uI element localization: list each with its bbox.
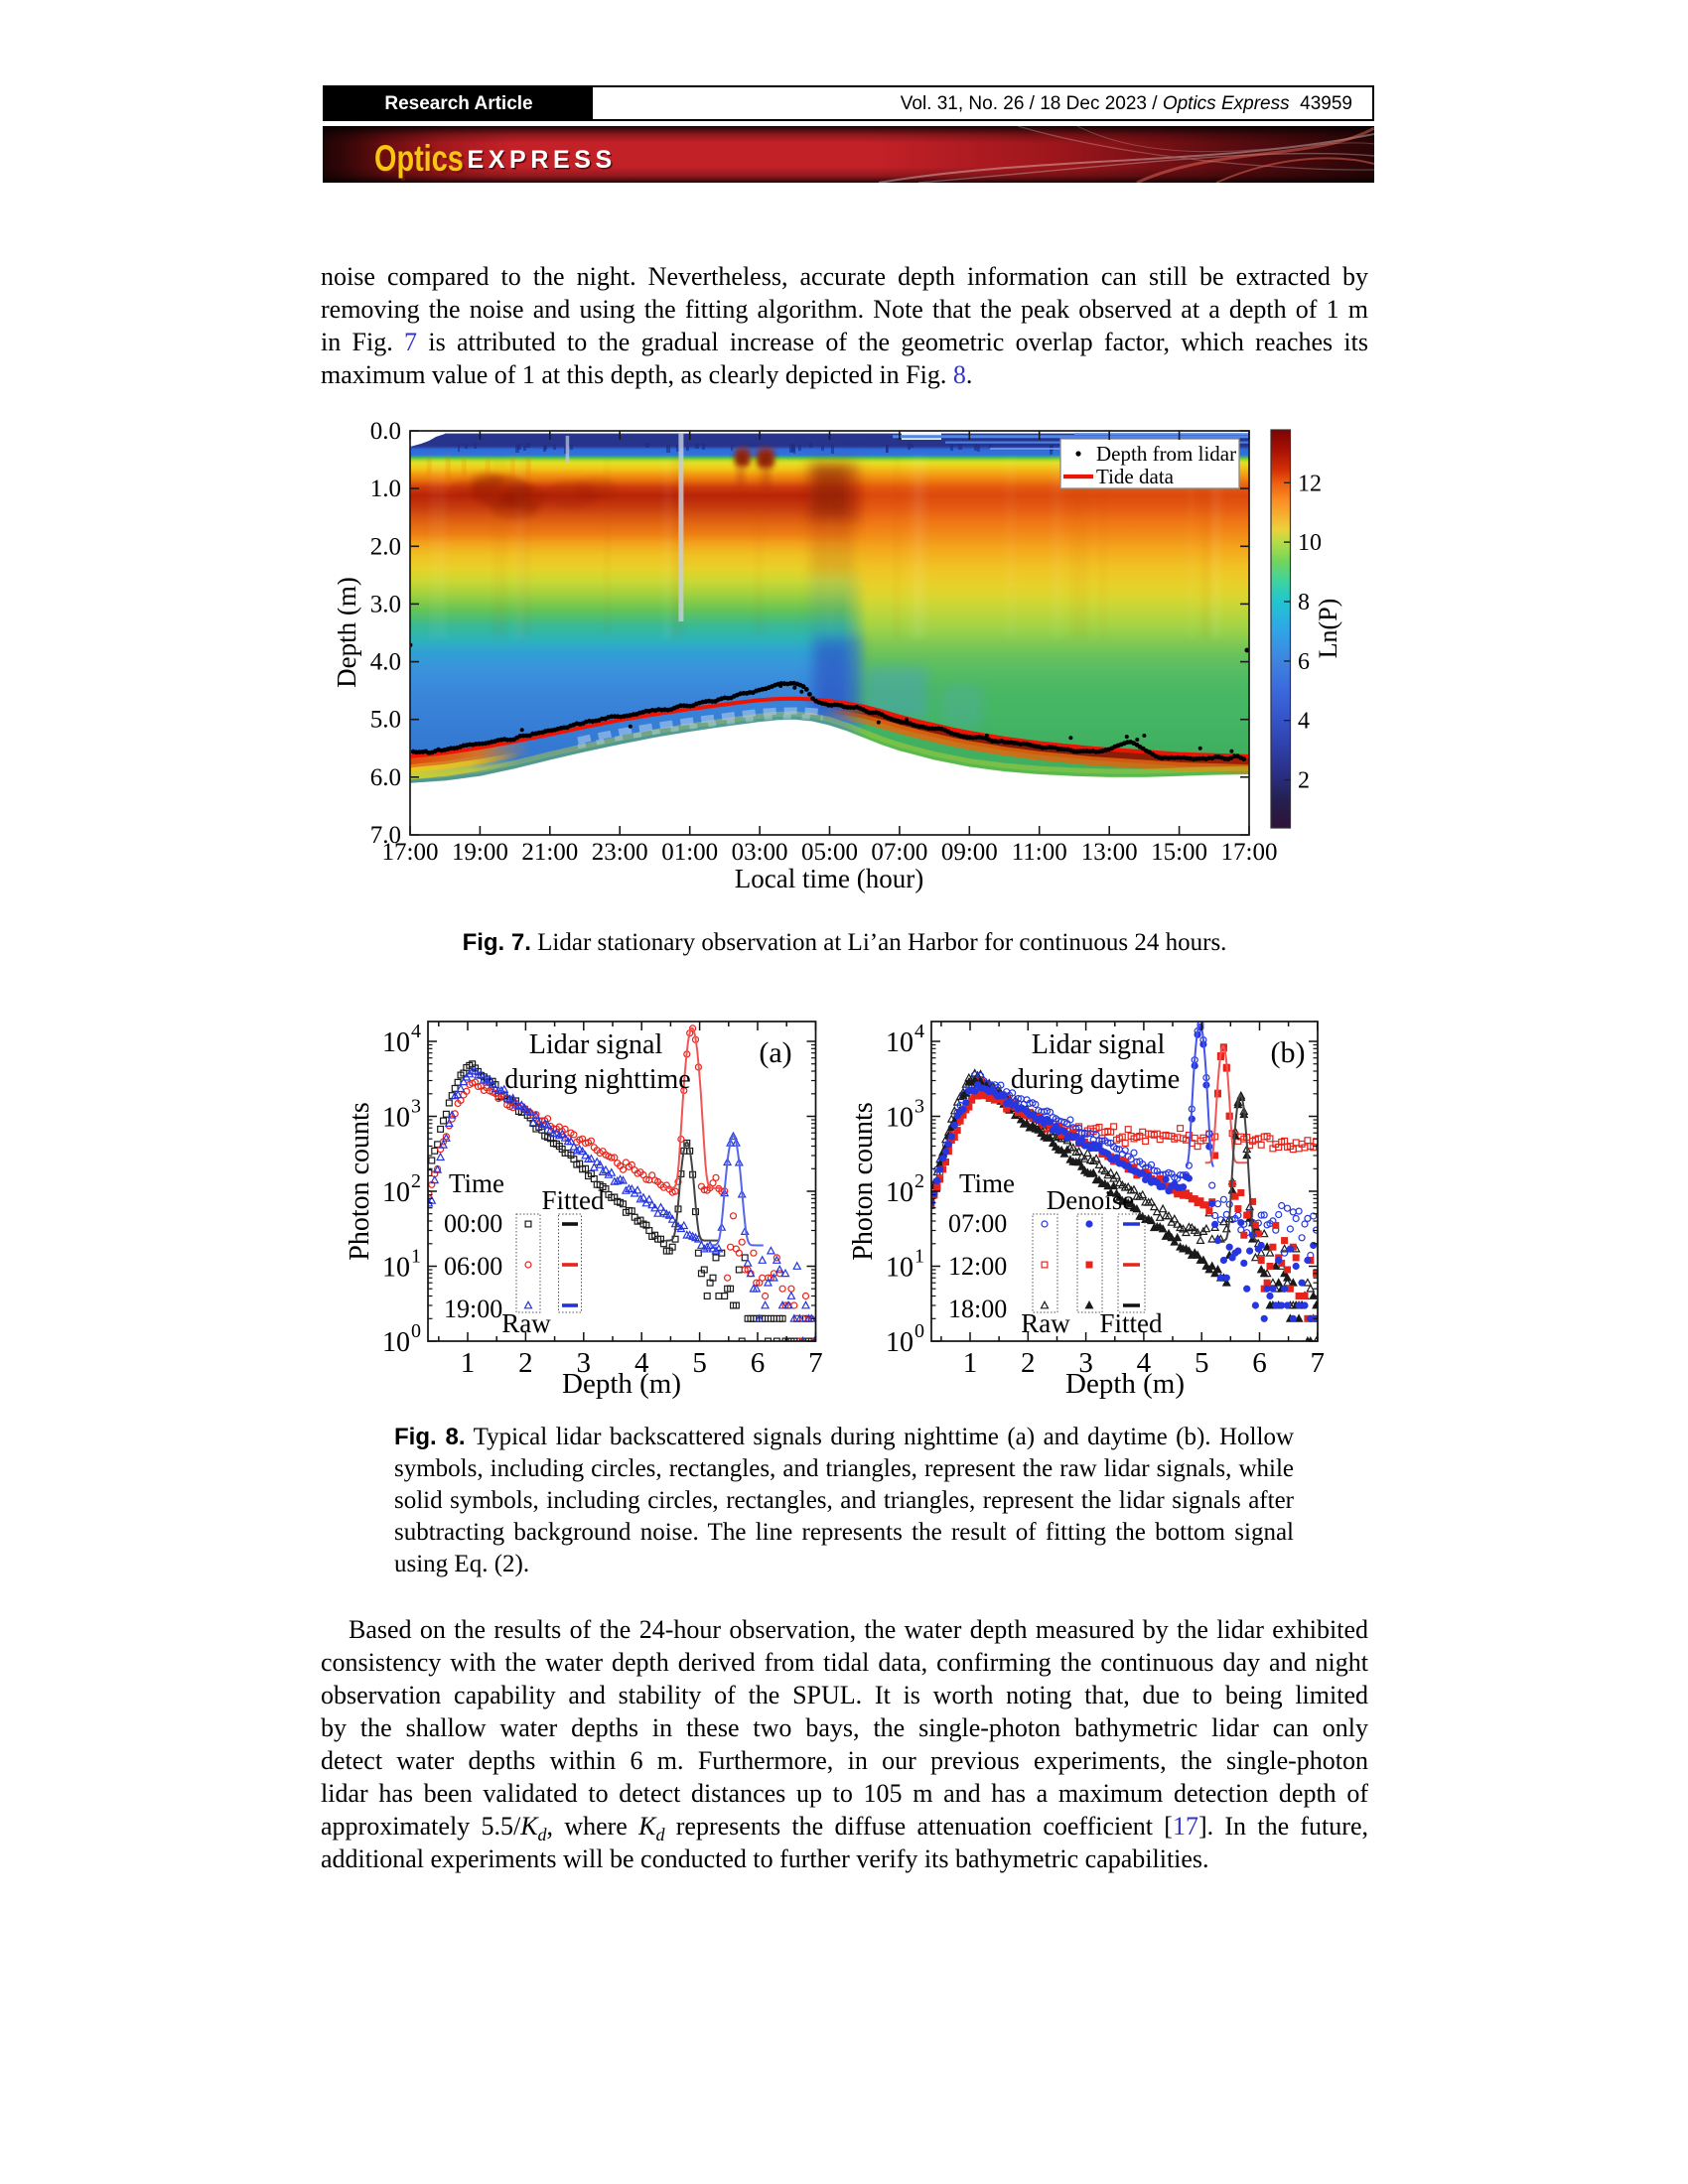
svg-text:4.0: 4.0 — [370, 649, 401, 676]
svg-text:10: 10 — [382, 1253, 410, 1284]
svg-text:17:00: 17:00 — [1221, 839, 1278, 866]
svg-text:13:00: 13:00 — [1081, 839, 1138, 866]
svg-text:05:00: 05:00 — [801, 839, 858, 866]
svg-text:4: 4 — [1137, 1347, 1152, 1379]
svg-text:19:00: 19:00 — [452, 839, 508, 866]
svg-text:2.0: 2.0 — [370, 533, 401, 560]
svg-text:Depth (m): Depth (m) — [562, 1368, 681, 1400]
svg-text:Depth (m): Depth (m) — [1065, 1368, 1185, 1400]
svg-text:2: 2 — [518, 1347, 533, 1379]
svg-text:3: 3 — [577, 1347, 592, 1379]
svg-text:5.0: 5.0 — [370, 707, 401, 734]
svg-text:EXPRESS: EXPRESS — [469, 148, 618, 176]
svg-text:during daytime: during daytime — [1011, 1064, 1180, 1095]
svg-text:EXPRESS: EXPRESS — [468, 146, 617, 174]
svg-text:17:00: 17:00 — [382, 839, 439, 866]
svg-text:03:00: 03:00 — [732, 839, 788, 866]
svg-text:3: 3 — [411, 1096, 421, 1118]
svg-text:5: 5 — [692, 1347, 707, 1379]
svg-text:5: 5 — [1195, 1347, 1209, 1379]
svg-text:Photon counts: Photon counts — [848, 1102, 879, 1260]
svg-text:Photon counts: Photon counts — [345, 1102, 375, 1260]
svg-text:6: 6 — [751, 1347, 766, 1379]
svg-text:4: 4 — [914, 1021, 924, 1042]
svg-text:Optics: Optics — [377, 141, 467, 182]
svg-text:Optics: Optics — [374, 139, 464, 180]
svg-text:7.0: 7.0 — [370, 822, 401, 849]
svg-text:Time: Time — [959, 1168, 1015, 1198]
svg-text:06:00: 06:00 — [444, 1252, 502, 1281]
svg-text:2: 2 — [914, 1170, 924, 1192]
svg-text:2: 2 — [1298, 768, 1310, 794]
svg-text:3.0: 3.0 — [370, 591, 401, 617]
svg-text:3: 3 — [1078, 1347, 1093, 1379]
svg-text:Tide data: Tide data — [1096, 465, 1175, 488]
svg-text:11:00: 11:00 — [1012, 839, 1067, 866]
svg-text:Depth from lidar: Depth from lidar — [1096, 442, 1236, 466]
svg-text:10: 10 — [886, 1027, 914, 1058]
svg-text:Lidar signal: Lidar signal — [529, 1029, 663, 1060]
svg-text:10: 10 — [1298, 530, 1322, 556]
svg-text:18:00: 18:00 — [948, 1295, 1007, 1323]
svg-text:1: 1 — [411, 1246, 421, 1268]
svg-text:15:00: 15:00 — [1151, 839, 1207, 866]
svg-text:7: 7 — [1311, 1347, 1326, 1379]
svg-text:Raw: Raw — [501, 1308, 551, 1338]
svg-text:(b): (b) — [1271, 1036, 1306, 1069]
svg-text:12: 12 — [1298, 471, 1322, 496]
svg-text:23:00: 23:00 — [592, 839, 648, 866]
svg-text:6: 6 — [1298, 649, 1310, 675]
svg-text:10: 10 — [886, 1103, 914, 1134]
svg-text:2: 2 — [1021, 1347, 1036, 1379]
svg-text:Ln(P): Ln(P) — [1314, 599, 1342, 659]
svg-text:0: 0 — [914, 1320, 924, 1342]
svg-text:10: 10 — [886, 1177, 914, 1208]
svg-text:4: 4 — [1298, 709, 1310, 735]
svg-text:10: 10 — [382, 1103, 410, 1134]
svg-text:2: 2 — [411, 1170, 421, 1192]
svg-text:6.0: 6.0 — [370, 764, 401, 791]
svg-text:10: 10 — [382, 1027, 410, 1058]
svg-text:4: 4 — [634, 1347, 649, 1379]
svg-text:Time: Time — [449, 1168, 504, 1198]
svg-text:0.0: 0.0 — [370, 418, 401, 445]
svg-text:Denoise: Denoise — [1047, 1185, 1134, 1215]
svg-text:during nighttime: during nighttime — [504, 1064, 690, 1095]
svg-text:7: 7 — [808, 1347, 823, 1379]
svg-text:Fitted: Fitted — [1099, 1308, 1163, 1338]
svg-text:07:00: 07:00 — [871, 839, 927, 866]
svg-text:07:00: 07:00 — [948, 1209, 1007, 1238]
svg-text:0: 0 — [411, 1320, 421, 1342]
svg-text:19:00: 19:00 — [444, 1295, 502, 1323]
svg-text:1: 1 — [963, 1347, 978, 1379]
svg-text:1: 1 — [461, 1347, 476, 1379]
svg-text:Fitted: Fitted — [541, 1185, 605, 1215]
svg-text:3: 3 — [914, 1096, 924, 1118]
svg-text:21:00: 21:00 — [521, 839, 578, 866]
svg-text:1: 1 — [914, 1246, 924, 1268]
svg-text:8: 8 — [1298, 590, 1310, 615]
svg-text:10: 10 — [382, 1177, 410, 1208]
svg-text:10: 10 — [886, 1327, 914, 1358]
svg-text:Lidar signal: Lidar signal — [1032, 1029, 1166, 1060]
svg-text:Depth (m): Depth (m) — [338, 577, 361, 688]
svg-text:Local time (hour): Local time (hour) — [735, 864, 923, 893]
svg-text:6: 6 — [1252, 1347, 1267, 1379]
svg-text:00:00: 00:00 — [444, 1209, 502, 1238]
svg-text:10: 10 — [886, 1253, 914, 1284]
svg-text:(a): (a) — [759, 1036, 791, 1069]
svg-text:12:00: 12:00 — [948, 1252, 1007, 1281]
svg-text:10: 10 — [382, 1327, 410, 1358]
svg-text:4: 4 — [411, 1021, 421, 1042]
svg-text:1.0: 1.0 — [370, 476, 401, 502]
svg-text:Raw: Raw — [1021, 1308, 1070, 1338]
svg-text:01:00: 01:00 — [661, 839, 718, 866]
svg-text:09:00: 09:00 — [941, 839, 998, 866]
